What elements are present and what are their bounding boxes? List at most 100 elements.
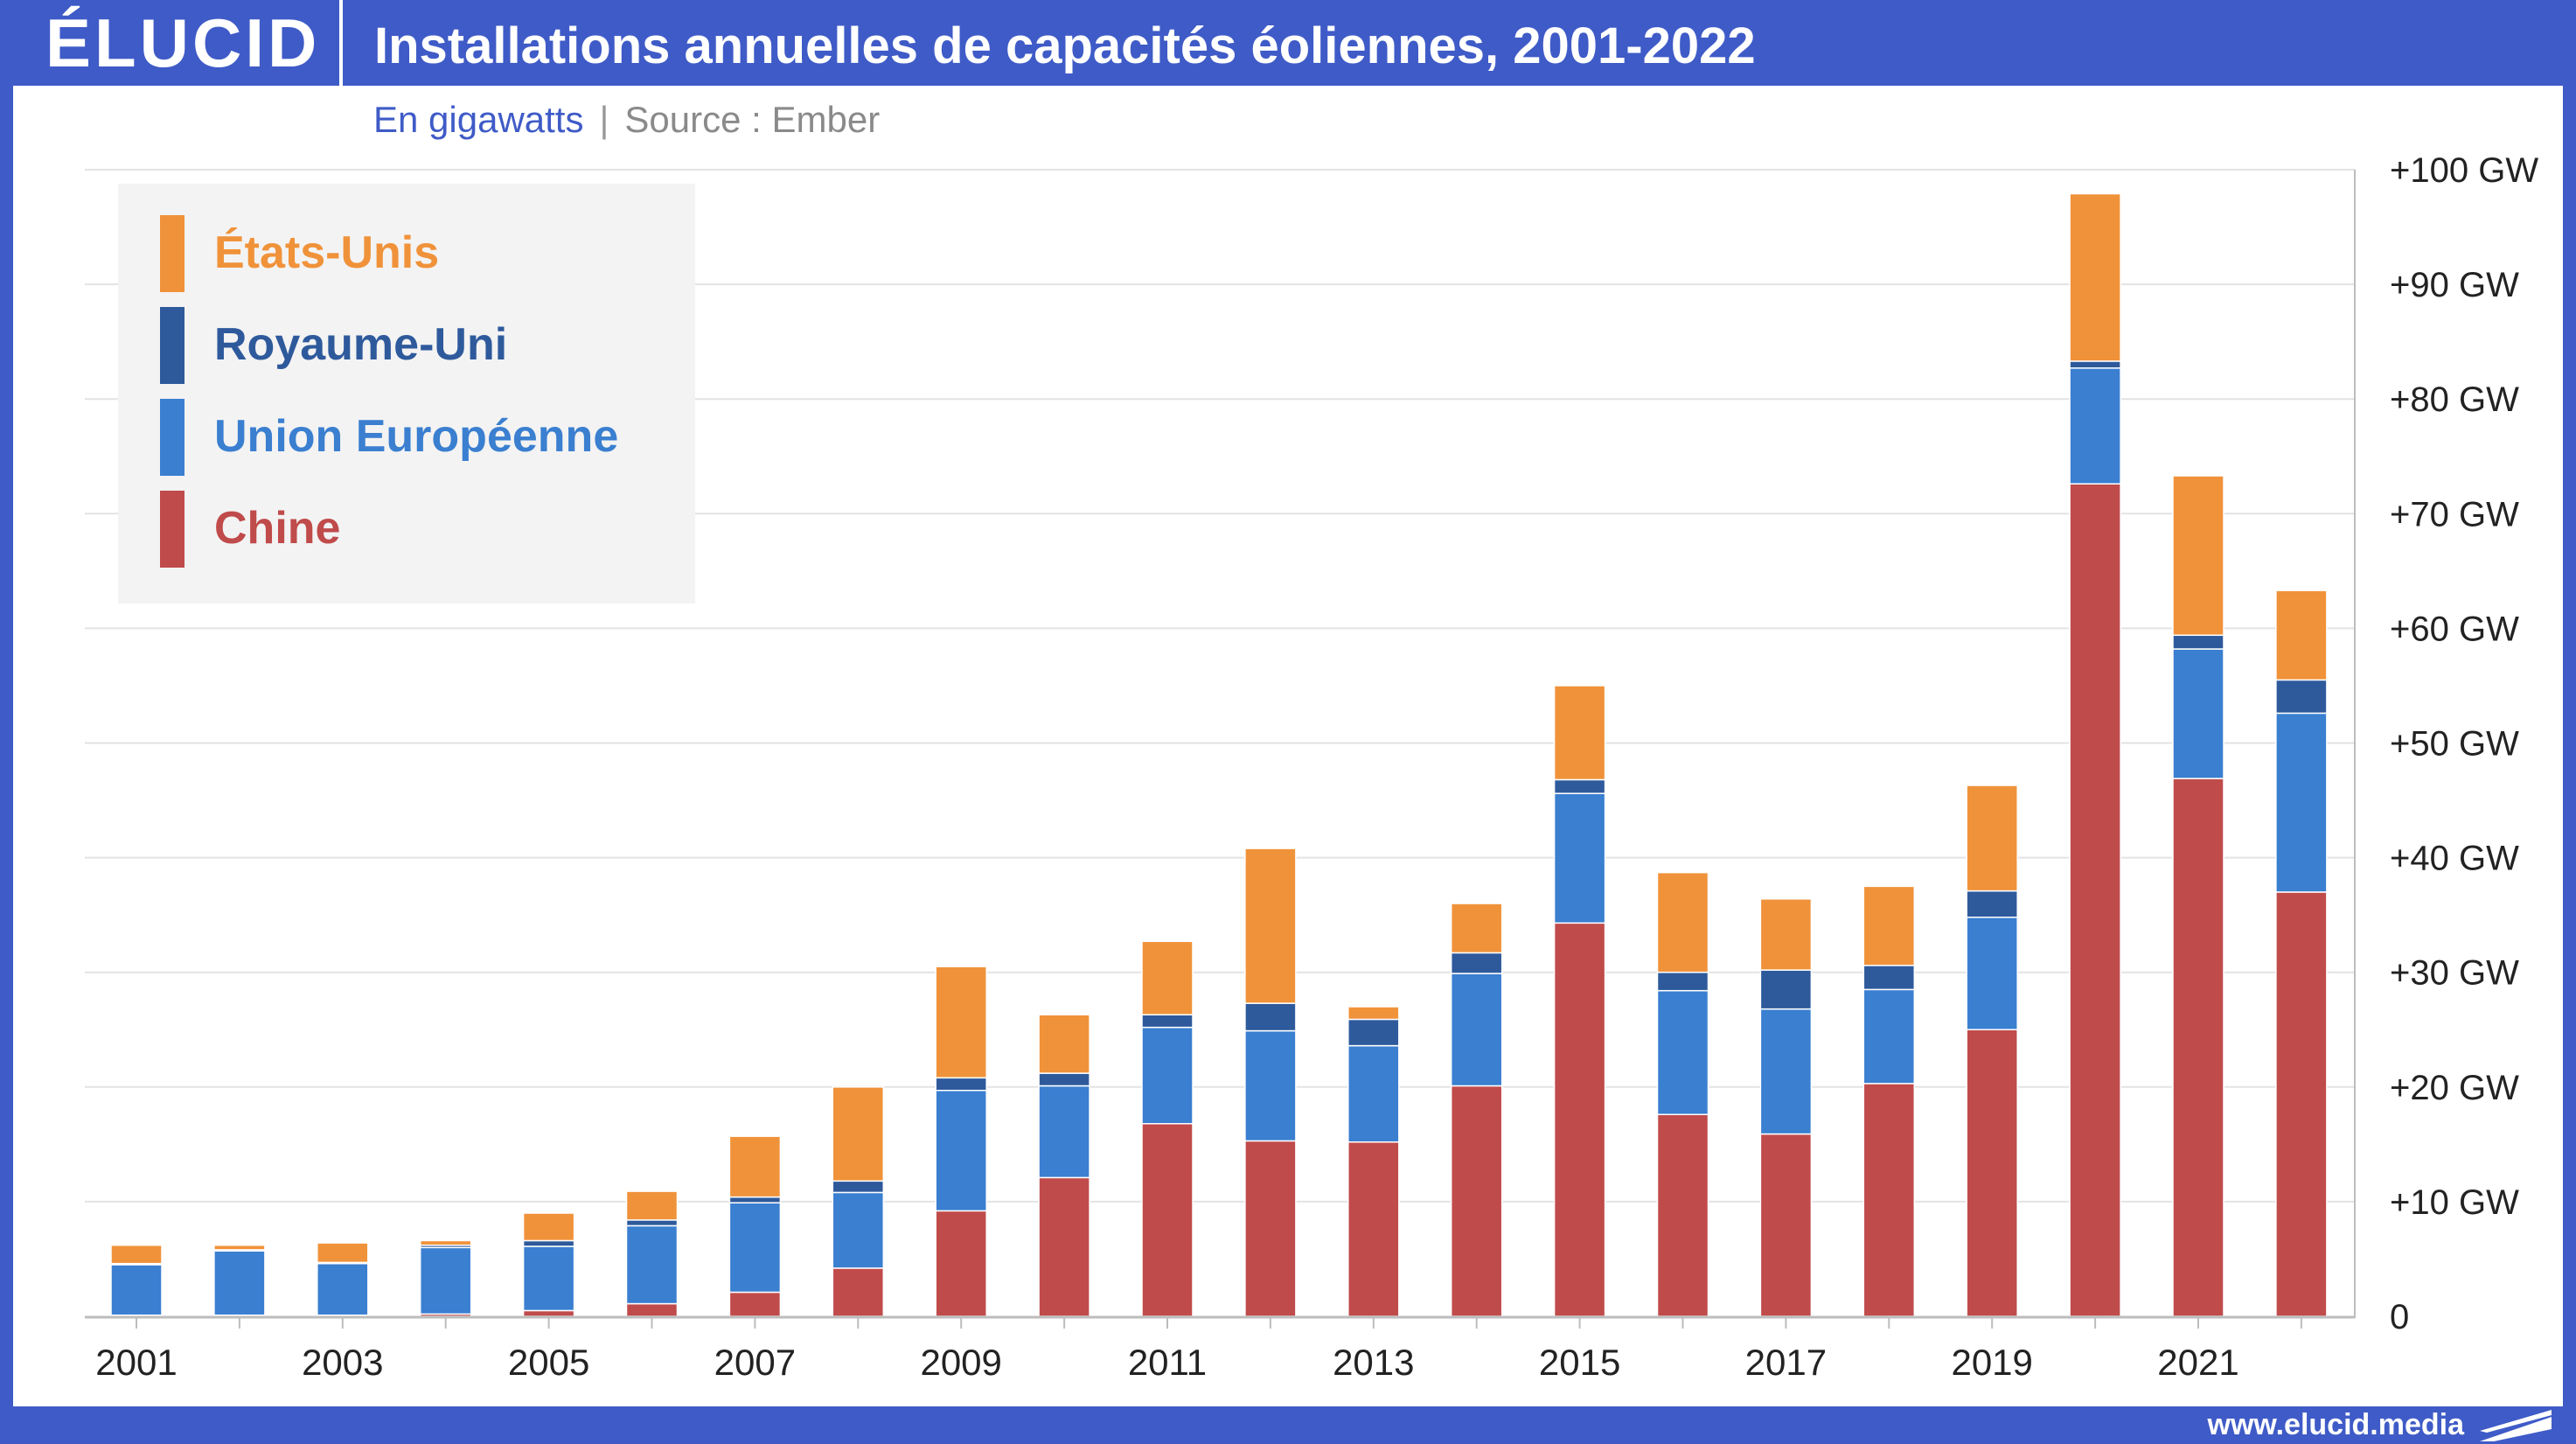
bar-segment-etats-unis [1141,940,1194,1015]
bar-segment-royaume-uni [1450,952,1503,974]
bar-segment-union-europeenne [1862,988,1916,1085]
bar-segment-etats-unis [110,1244,163,1265]
legend-swatch-etats-unis [160,215,184,292]
y-tick-label: +70 GW [2390,495,2519,534]
bar-segment-union-europeenne [110,1264,163,1316]
legend: États-Unis Royaume-Uni Union Européenne Chi… [118,184,695,603]
elucid-logo[interactable]: ÉLUCID [45,4,321,81]
bar-segment-royaume-uni [1966,889,2018,918]
bar-segment-chine [728,1291,782,1317]
x-tick-label: 2013 [1333,1342,1414,1383]
bar-segment-union-europeenne [1141,1026,1194,1125]
bar-segment-etats-unis [1656,871,1709,973]
bar-segment-chine [935,1210,987,1317]
stacked-bar-chart: États-Unis Royaume-Uni Union Européenne Chi… [85,151,2538,1383]
y-tick-label: +100 GW [2390,151,2538,190]
bar-segment-royaume-uni [2275,679,2328,715]
legend-box [118,184,695,603]
bar-segment-etats-unis [1759,898,1813,971]
bar-segment-chine [1141,1123,1194,1317]
bar-segment-royaume-uni [1553,778,1606,794]
bar-segment-etats-unis [935,966,987,1079]
bar-segment-royaume-uni [728,1196,782,1203]
bar-segment-chine [1656,1113,1709,1317]
bar-segment-union-europeenne [2069,367,2121,485]
bar-segment-union-europeenne [1656,989,1709,1116]
bar-segment-union-europeenne [213,1250,266,1316]
footer-bar: www.elucid.media [0,1406,2576,1444]
legend-label-etats-unis: États-Unis [214,227,439,278]
bar-segment-royaume-uni [935,1077,987,1092]
bar-segment-royaume-uni [1347,1018,1400,1047]
source-label: Source : Ember [624,99,881,140]
legend-label-union-europeenne: Union Européenne [214,411,618,462]
bar-segment-union-europeenne [1553,792,1606,924]
bar-segment-chine [2069,483,2121,1317]
bar-segment-union-europeenne [2172,648,2224,779]
y-tick-label: +90 GW [2390,266,2519,304]
bar-segment-chine [1244,1140,1297,1317]
x-tick-label: 2007 [714,1342,796,1383]
bar-segment-royaume-uni [1244,1002,1297,1032]
bar-segment-chine [832,1267,885,1317]
bar-segment-chine [1966,1029,2018,1317]
bar-segment-etats-unis [1553,685,1606,781]
x-tick-label: 2005 [508,1342,589,1383]
bar-segment-etats-unis [625,1190,679,1221]
bar-segment-etats-unis [213,1244,266,1251]
bar-segment-union-europeenne [1038,1085,1090,1179]
bar-segment-union-europeenne [728,1202,782,1294]
bar-segment-etats-unis [2172,475,2224,637]
x-tick-label: 2017 [1745,1342,1827,1383]
bar-segment-chine [1038,1176,1090,1317]
bar-segment-union-europeenne [522,1245,575,1312]
bar-segment-etats-unis [1966,785,2018,892]
bar-segment-chine [522,1309,575,1317]
bars-layer [110,192,2328,1317]
bar-segment-etats-unis [1862,885,1916,966]
header-bar: ÉLUCID Installations annuelles de capaci… [0,0,2576,86]
axis-layer: 0 +10 GW +20 GW +30 GW +40 GW +50 GW +60 GW +70… [85,151,2538,1383]
bar-segment-etats-unis [419,1239,472,1246]
bar-segment-etats-unis [2069,192,2121,362]
bar-segment-chine [625,1302,679,1317]
bar-segment-union-europeenne [2275,712,2328,893]
y-tick-label: +50 GW [2390,725,2519,764]
bar-segment-union-europeenne [935,1089,987,1212]
bar-segment-union-europeenne [625,1224,679,1305]
x-tick-label: 2015 [1539,1342,1620,1383]
bar-segment-chine [1862,1083,1916,1317]
bar-segment-chine [1759,1133,1813,1317]
bar-segment-union-europeenne [419,1246,472,1315]
x-tick-label: 2019 [1951,1342,2032,1383]
subtitle-separator: | [599,99,609,140]
legend-swatch-royaume-uni [160,307,184,384]
website-link[interactable]: www.elucid.media [2207,1408,2464,1441]
y-tick-label: +80 GW [2390,380,2519,419]
bar-segment-royaume-uni [2172,634,2224,650]
x-tick-label: 2003 [302,1342,383,1383]
x-tick-label: 2021 [2157,1342,2238,1383]
y-tick-label: +30 GW [2390,954,2519,993]
bar-segment-royaume-uni [1759,969,1813,1010]
legend-label-chine: Chine [214,503,340,554]
bar-segment-etats-unis [832,1086,885,1182]
bar-segment-etats-unis [1347,1006,1400,1021]
bar-segment-royaume-uni [832,1180,885,1194]
chart-title: Installations annuelles de capacités éol… [374,17,1756,74]
bar-segment-union-europeenne [1244,1029,1297,1142]
bar-segment-etats-unis [317,1242,369,1264]
bar-segment-royaume-uni [1862,965,1916,991]
legend-label-royaume-uni: Royaume-Uni [214,319,507,370]
bar-segment-union-europeenne [317,1262,369,1316]
bar-segment-chine [1347,1141,1400,1317]
bar-segment-etats-unis [1450,903,1503,954]
y-tick-label: +20 GW [2390,1069,2519,1107]
y-tick-label: +60 GW [2390,610,2519,648]
bar-segment-chine [1553,922,1606,1317]
bar-segment-union-europeenne [1966,917,2018,1030]
y-tick-label: 0 [2390,1298,2409,1336]
chart-subtitle: En gigawatts | Source : Ember [373,98,880,142]
bar-segment-royaume-uni [1038,1072,1090,1087]
bar-segment-royaume-uni [625,1219,679,1227]
